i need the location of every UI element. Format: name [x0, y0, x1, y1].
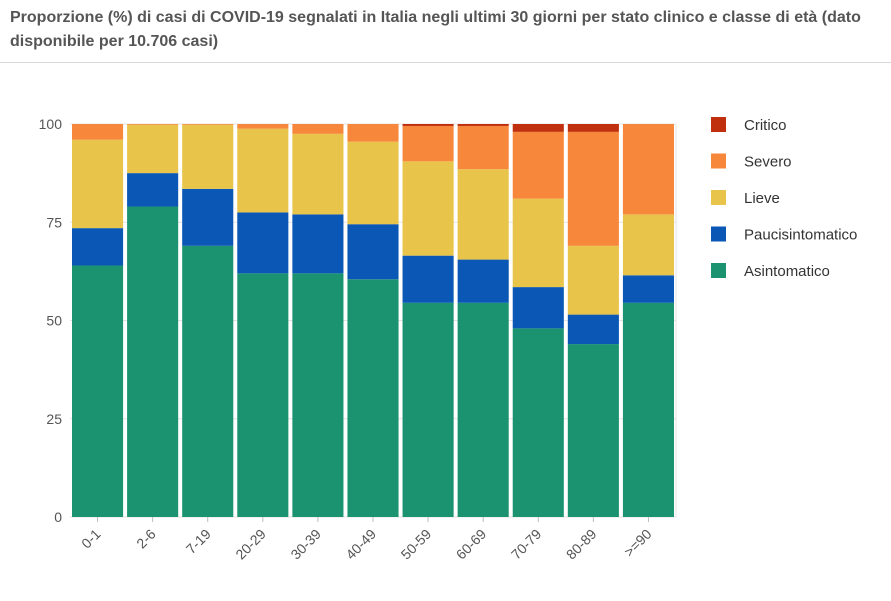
bar-segment-asintomatico-4[interactable]	[292, 273, 344, 517]
x-tick-label: 50-59	[398, 526, 435, 563]
legend-swatch-lieve	[711, 190, 726, 205]
x-tick-label: 20-29	[232, 526, 269, 563]
bar-segment-lieve-0[interactable]	[72, 139, 124, 229]
bar-segment-lieve-3[interactable]	[237, 128, 289, 213]
bar-segment-severo-10[interactable]	[622, 124, 674, 215]
x-tick-label: 7-19	[183, 526, 214, 557]
bar-segment-paucisintomatico-4[interactable]	[292, 214, 344, 274]
y-tick-label: 100	[39, 116, 63, 132]
bar-segment-asintomatico-2[interactable]	[182, 245, 234, 517]
bar-segment-severo-3[interactable]	[237, 124, 289, 129]
x-tick-label: 70-79	[508, 526, 545, 563]
bar-segment-asintomatico-0[interactable]	[72, 265, 124, 517]
bar-segment-severo-5[interactable]	[347, 124, 399, 142]
bar-segment-lieve-8[interactable]	[512, 198, 564, 288]
bar-segment-lieve-2[interactable]	[182, 124, 234, 189]
bar-segment-severo-8[interactable]	[512, 131, 564, 199]
legend-swatch-severo	[711, 153, 726, 169]
bar-segment-paucisintomatico-8[interactable]	[512, 287, 564, 329]
bar-segment-asintomatico-6[interactable]	[402, 302, 454, 517]
bar-segment-asintomatico-7[interactable]	[457, 302, 509, 517]
bar-segment-paucisintomatico-3[interactable]	[237, 212, 289, 274]
bar-segment-lieve-6[interactable]	[402, 161, 454, 256]
bar-segment-severo-2[interactable]	[182, 124, 234, 125]
legend: Critico Severo Lieve Paucisintomatico Asinto…	[711, 117, 857, 280]
bar-segment-severo-1[interactable]	[127, 124, 179, 125]
y-tick-label: 25	[46, 411, 62, 427]
bar-segment-lieve-5[interactable]	[347, 141, 399, 225]
bar-segment-paucisintomatico-0[interactable]	[72, 228, 124, 266]
bar-segment-asintomatico-5[interactable]	[347, 279, 399, 517]
legend-label-paucisintomatico: Paucisintomatico	[744, 227, 857, 244]
bar-segment-severo-0[interactable]	[72, 124, 124, 140]
legend-label-severo: Severo	[744, 154, 792, 171]
y-tick-label: 0	[54, 509, 62, 525]
x-tick-label: 60-69	[453, 526, 490, 563]
legend-label-lieve: Lieve	[744, 190, 780, 207]
bar-segment-asintomatico-3[interactable]	[237, 273, 289, 517]
bar-segment-critico-8[interactable]	[512, 124, 564, 132]
bar-segment-paucisintomatico-9[interactable]	[567, 314, 619, 345]
bar-segment-paucisintomatico-1[interactable]	[127, 173, 179, 207]
bar-segment-critico-7[interactable]	[457, 124, 509, 126]
legend-swatch-paucisintomatico	[711, 226, 726, 242]
bar-segment-lieve-9[interactable]	[567, 245, 619, 315]
x-tick-label: >=90	[621, 526, 655, 560]
bar-segment-asintomatico-9[interactable]	[567, 344, 619, 517]
bar-segment-asintomatico-8[interactable]	[512, 328, 564, 517]
legend-swatch-asintomatico	[711, 263, 726, 278]
bar-segment-severo-6[interactable]	[402, 125, 454, 162]
y-tick-label: 50	[46, 313, 62, 329]
bar-segment-critico-9[interactable]	[567, 124, 619, 132]
x-tick-label: 80-89	[563, 526, 600, 563]
x-tick-label: 2-6	[133, 526, 159, 552]
y-axis: 0 25 50 75 100	[39, 116, 63, 525]
bar-segment-lieve-7[interactable]	[457, 169, 509, 260]
bar-segment-paucisintomatico-10[interactable]	[622, 275, 674, 303]
x-tick-label: 0-1	[78, 526, 104, 552]
bar-segment-asintomatico-1[interactable]	[127, 206, 179, 517]
legend-label-critico: Critico	[744, 117, 787, 134]
bar-segment-lieve-4[interactable]	[292, 133, 344, 215]
y-tick-label: 75	[46, 214, 62, 230]
bar-segment-severo-9[interactable]	[567, 131, 619, 246]
legend-swatch-critico	[711, 117, 726, 132]
x-tick-label: 40-49	[342, 526, 379, 563]
bar-segment-paucisintomatico-7[interactable]	[457, 259, 509, 303]
chart-title: Proporzione (%) di casi di COVID-19 segn…	[10, 9, 861, 50]
bar-segment-critico-6[interactable]	[402, 124, 454, 126]
bar-segment-paucisintomatico-6[interactable]	[402, 255, 454, 303]
legend-label-asintomatico: Asintomatico	[744, 263, 830, 280]
x-tick-label: 30-39	[287, 526, 324, 563]
bar-segment-asintomatico-10[interactable]	[622, 302, 674, 517]
bar-segment-severo-7[interactable]	[457, 125, 509, 170]
bar-segment-paucisintomatico-5[interactable]	[347, 224, 399, 280]
bar-segment-lieve-1[interactable]	[127, 124, 179, 174]
bar-segment-lieve-10[interactable]	[622, 214, 674, 276]
bar-segment-paucisintomatico-2[interactable]	[182, 188, 234, 246]
title-separator	[0, 62, 891, 63]
x-axis: 0-1 2-6 7-19 20-29 30-39 40-49 50-59 60-69 70-79…	[78, 517, 655, 562]
bar-segment-severo-4[interactable]	[292, 124, 344, 134]
bars	[72, 124, 674, 517]
